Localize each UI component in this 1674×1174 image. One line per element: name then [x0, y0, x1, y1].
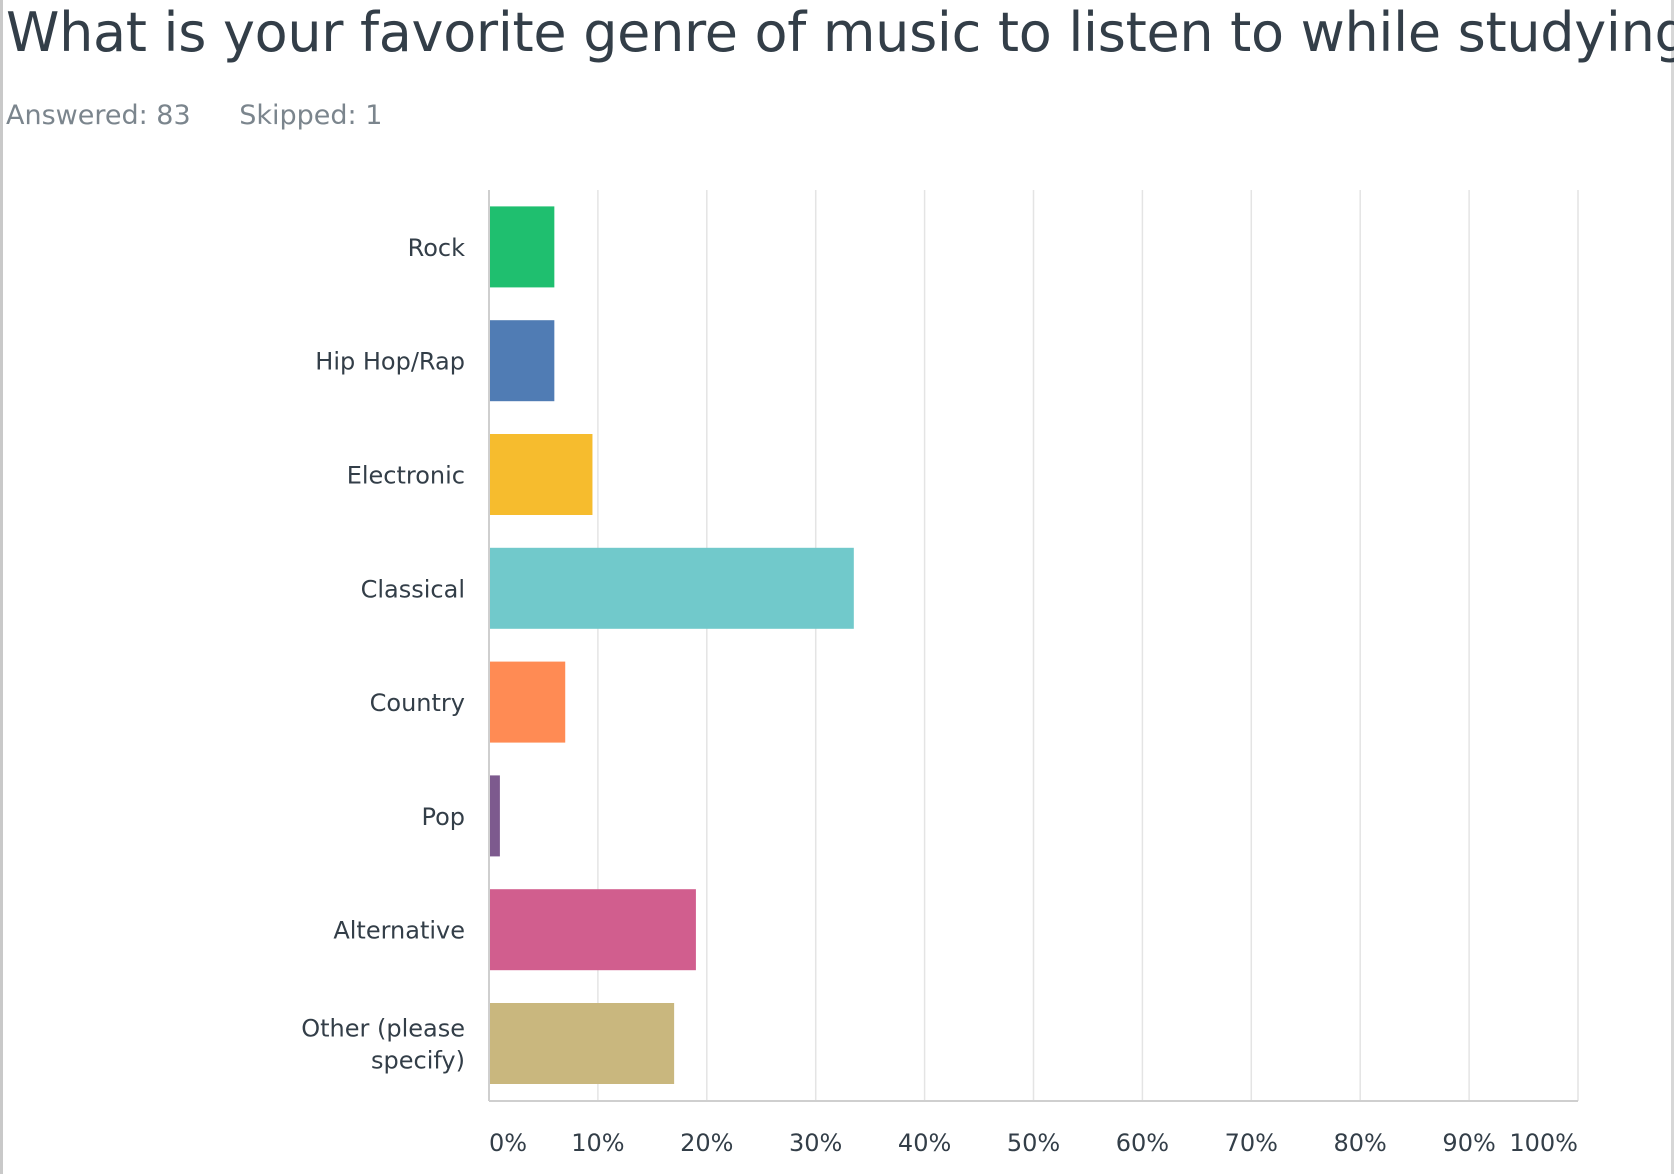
- x-tick-label: 100%: [1509, 1129, 1578, 1157]
- bar: [489, 889, 696, 971]
- skipped-count: Skipped: 1: [239, 100, 383, 131]
- category-label: Electronic: [347, 462, 465, 490]
- bar: [489, 206, 555, 288]
- bar: [489, 775, 500, 857]
- x-tick-label: 60%: [1116, 1129, 1169, 1157]
- x-tick-label: 50%: [1007, 1129, 1060, 1157]
- question-title: What is your favorite genre of music to …: [6, 1, 1674, 64]
- x-tick-label: 90%: [1442, 1129, 1495, 1157]
- bar: [489, 434, 593, 515]
- bar: [489, 1003, 675, 1084]
- bar: [489, 320, 555, 402]
- x-tick-label: 80%: [1334, 1129, 1387, 1157]
- answered-count: Answered: 83: [6, 100, 191, 131]
- bar: [489, 547, 854, 629]
- category-label: specify): [371, 1047, 465, 1075]
- x-tick-label: 30%: [789, 1129, 842, 1157]
- category-label: Classical: [361, 575, 465, 603]
- bar: [489, 661, 566, 743]
- category-label: Hip Hop/Rap: [315, 348, 465, 376]
- x-tick-label: 10%: [571, 1129, 624, 1157]
- x-tick-label: 20%: [680, 1129, 733, 1157]
- category-label: Pop: [421, 803, 465, 831]
- right-border: [1671, 0, 1674, 1174]
- response-stats: Answered: 83 Skipped: 1: [6, 100, 422, 131]
- category-label: Other (please: [301, 1015, 465, 1043]
- category-label: Alternative: [333, 917, 465, 945]
- x-tick-label: 70%: [1225, 1129, 1278, 1157]
- x-tick-label: 0%: [489, 1129, 527, 1157]
- x-tick-label: 40%: [898, 1129, 951, 1157]
- left-border: [0, 0, 3, 1174]
- category-label: Rock: [408, 234, 465, 262]
- category-label: Country: [370, 689, 465, 717]
